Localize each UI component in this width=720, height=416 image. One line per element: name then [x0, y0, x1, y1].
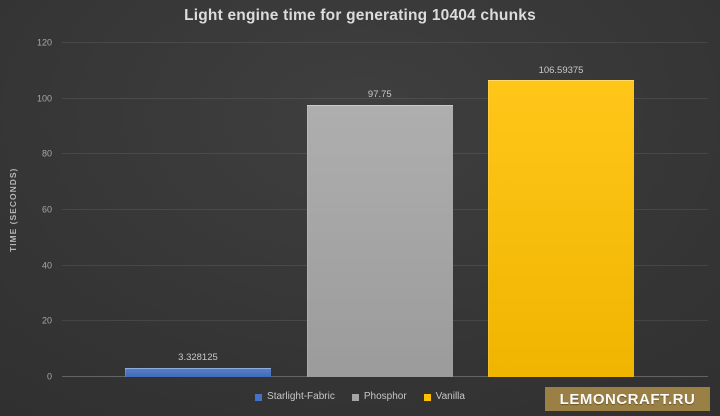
legend-item-label: Phosphor: [363, 391, 407, 402]
y-axis-tick-label: 40: [41, 260, 52, 271]
bar-value-label: 97.75: [367, 89, 392, 101]
plot-area: 0 20 40 60 80 100 120 3.328125 97.75 106.59375: [37, 38, 708, 381]
y-axis-tick-label: 0: [46, 371, 52, 382]
legend-item-label: Vanilla: [435, 391, 465, 402]
legend-item-phosphor: Phosphor: [351, 391, 407, 402]
legend-item-vanilla: Vanilla: [423, 391, 465, 402]
legend-swatch-icon: [351, 393, 359, 401]
bar-phosphor: 97.75: [306, 90, 453, 377]
watermark-badge: LEMONCRAFT.RU: [545, 387, 710, 411]
bar-starlight-fabric: 3.328125: [124, 353, 271, 377]
y-axis-title: TIME (SECONDS): [8, 167, 18, 253]
legend: Starlight-Fabric Phosphor Vanilla: [0, 392, 720, 402]
bar-value-label: 106.59375: [538, 64, 584, 76]
gridline: [62, 42, 708, 43]
gridline: [62, 97, 708, 99]
y-axis-tick-label: 120: [36, 37, 52, 48]
y-axis-tick-label: 60: [41, 204, 52, 215]
legend-swatch-icon: [423, 393, 431, 401]
y-axis-tick-label: 80: [41, 148, 52, 159]
legend-swatch-icon: [255, 393, 263, 401]
y-axis-tick-label: 100: [36, 93, 52, 104]
y-axis-tick-label: 20: [41, 315, 52, 326]
bar-value-label: 3.328125: [178, 352, 218, 364]
chart-title: Light engine time for generating 10404 c…: [184, 7, 536, 24]
bar-vanilla: 106.59375: [488, 66, 635, 377]
legend-item-label: Starlight-Fabric: [267, 391, 335, 402]
legend-item-starlight-fabric: Starlight-Fabric: [255, 392, 335, 402]
